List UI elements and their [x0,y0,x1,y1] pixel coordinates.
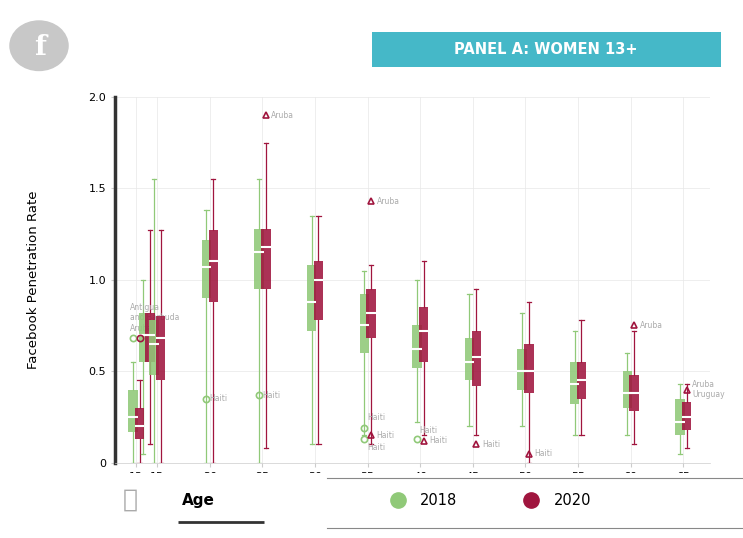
Text: Haiti: Haiti [210,394,227,404]
Text: f: f [34,34,46,61]
Text: Haiti: Haiti [262,391,280,400]
Bar [629,375,639,412]
Bar [209,230,218,302]
Text: Haiti: Haiti [377,431,395,440]
Text: Haiti: Haiti [420,426,438,435]
Bar [135,408,144,439]
Text: 2018: 2018 [420,493,457,507]
Text: Aruba: Aruba [271,111,294,119]
Bar [201,239,211,298]
Text: Haiti: Haiti [367,443,385,452]
Text: Aruba
Uruguay: Aruba Uruguay [692,380,725,399]
Bar [307,265,317,331]
Bar [577,362,586,399]
Bar [261,229,270,289]
Text: Aruba: Aruba [377,196,400,206]
Bar [314,261,323,320]
Bar [464,338,474,380]
Text: PANEL A: WOMEN 13+: PANEL A: WOMEN 13+ [455,43,637,57]
Bar [412,325,421,367]
Bar [472,331,481,386]
Bar [128,390,137,431]
Text: Antigua
and Barbuda
Aruba: Antigua and Barbuda Aruba [130,303,179,332]
Bar [146,313,155,362]
Text: Aruba: Aruba [640,321,663,330]
Bar [419,307,429,362]
Text: Haiti: Haiti [429,436,447,445]
Text: 2020: 2020 [554,493,591,507]
Bar [139,313,148,362]
Bar [366,289,376,338]
Text: Haiti: Haiti [367,413,385,422]
Text: Age: Age [182,493,215,507]
Bar [149,320,158,375]
Text: Haiti: Haiti [534,449,553,458]
Bar [517,349,527,390]
Bar [682,402,692,430]
Bar [156,316,166,380]
Bar [360,294,369,353]
Circle shape [10,21,68,70]
Bar [570,362,580,404]
Bar [623,371,632,408]
Text: Facebook Penetration Rate: Facebook Penetration Rate [27,190,40,369]
Bar [254,229,264,289]
Text: 👥: 👥 [123,488,137,512]
Text: Haiti: Haiti [481,440,500,449]
Bar [524,344,533,393]
Bar [675,399,684,435]
